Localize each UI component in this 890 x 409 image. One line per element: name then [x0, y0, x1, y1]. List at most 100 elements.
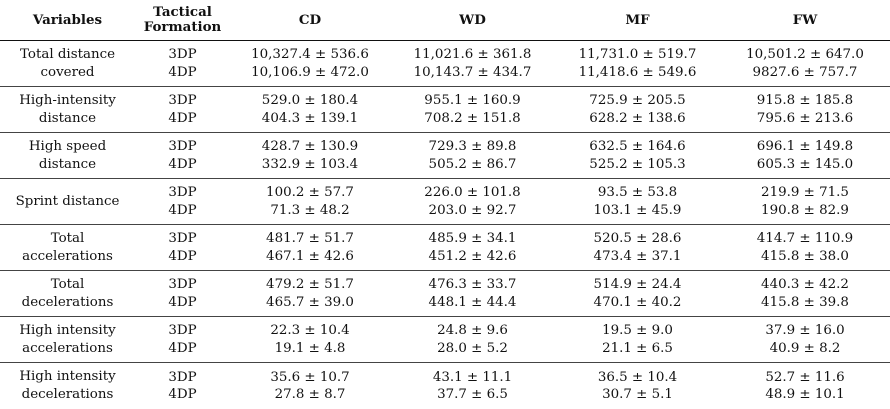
- value-cd: 27.8 ± 8.7: [230, 386, 390, 404]
- value-mf: 93.5 ± 53.8: [555, 184, 720, 202]
- value-mf: 525.2 ± 105.3: [555, 156, 720, 174]
- value-cd: 404.3 ± 139.1: [230, 110, 390, 128]
- header-tactical-line2: Formation: [135, 20, 230, 35]
- value-cd: 10,106.9 ± 472.0: [230, 64, 390, 82]
- header-tactical-line1: Tactical: [135, 5, 230, 20]
- value-cd: 100.2 ± 57.7: [230, 184, 390, 202]
- value-wd: 708.2 ± 151.8: [390, 110, 555, 128]
- variable-cell: Sprint distance: [0, 179, 135, 225]
- header-wd: WD: [390, 0, 555, 41]
- formation-label: 3DP: [135, 138, 230, 156]
- value-wd: 37.7 ± 6.5: [390, 386, 555, 404]
- table-header-row: Variables Tactical Formation CD WD MF FW: [0, 0, 890, 41]
- value-cd: 529.0 ± 180.4: [230, 92, 390, 110]
- value-fw: 190.8 ± 82.9: [720, 202, 890, 220]
- value-cd: 35.6 ± 10.7: [230, 369, 390, 387]
- value-cd: 19.1 ± 4.8: [230, 340, 390, 358]
- value-mf: 470.1 ± 40.2: [555, 294, 720, 312]
- value-mf: 520.5 ± 28.6: [555, 230, 720, 248]
- value-fw: 415.8 ± 39.8: [720, 294, 890, 312]
- header-fw: FW: [720, 0, 890, 41]
- header-variables: Variables: [0, 0, 135, 41]
- value-cd: 22.3 ± 10.4: [230, 322, 390, 340]
- variable-label: Total: [0, 276, 135, 294]
- value-wd: 485.9 ± 34.1: [390, 230, 555, 248]
- header-wd-label: WD: [390, 13, 555, 28]
- formation-label: 3DP: [135, 184, 230, 202]
- value-mf: 19.5 ± 9.0: [555, 322, 720, 340]
- value-mf: 103.1 ± 45.9: [555, 202, 720, 220]
- formation-label: 4DP: [135, 64, 230, 82]
- value-fw: 48.9 ± 10.1: [720, 386, 890, 404]
- formation-label: 4DP: [135, 156, 230, 174]
- value-wd: 451.2 ± 42.6: [390, 248, 555, 266]
- value-wd: 43.1 ± 11.1: [390, 369, 555, 387]
- value-wd: 10,143.7 ± 434.7: [390, 64, 555, 82]
- header-cd: CD: [230, 0, 390, 41]
- value-wd: 505.2 ± 86.7: [390, 156, 555, 174]
- value-fw: 440.3 ± 42.2: [720, 276, 890, 294]
- header-cd-label: CD: [230, 13, 390, 28]
- variable-label: High intensity: [0, 322, 135, 340]
- formation-label: 4DP: [135, 386, 230, 404]
- value-cd: 467.1 ± 42.6: [230, 248, 390, 266]
- value-wd: 11,021.6 ± 361.8: [390, 46, 555, 64]
- value-wd: 24.8 ± 9.6: [390, 322, 555, 340]
- variable-label: High intensity: [0, 368, 135, 386]
- variable-label: Total: [0, 230, 135, 248]
- variable-label: High-intensity: [0, 92, 135, 110]
- formation-label: 3DP: [135, 369, 230, 387]
- value-cd: 479.2 ± 51.7: [230, 276, 390, 294]
- value-mf: 725.9 ± 205.5: [555, 92, 720, 110]
- value-wd: 28.0 ± 5.2: [390, 340, 555, 358]
- value-fw: 37.9 ± 16.0: [720, 322, 890, 340]
- formation-label: 3DP: [135, 230, 230, 248]
- variable-label: covered: [0, 64, 135, 82]
- header-variables-label: Variables: [0, 13, 135, 28]
- formation-label: 3DP: [135, 276, 230, 294]
- value-cd: 332.9 ± 103.4: [230, 156, 390, 174]
- value-cd: 10,327.4 ± 536.6: [230, 46, 390, 64]
- value-wd: 226.0 ± 101.8: [390, 184, 555, 202]
